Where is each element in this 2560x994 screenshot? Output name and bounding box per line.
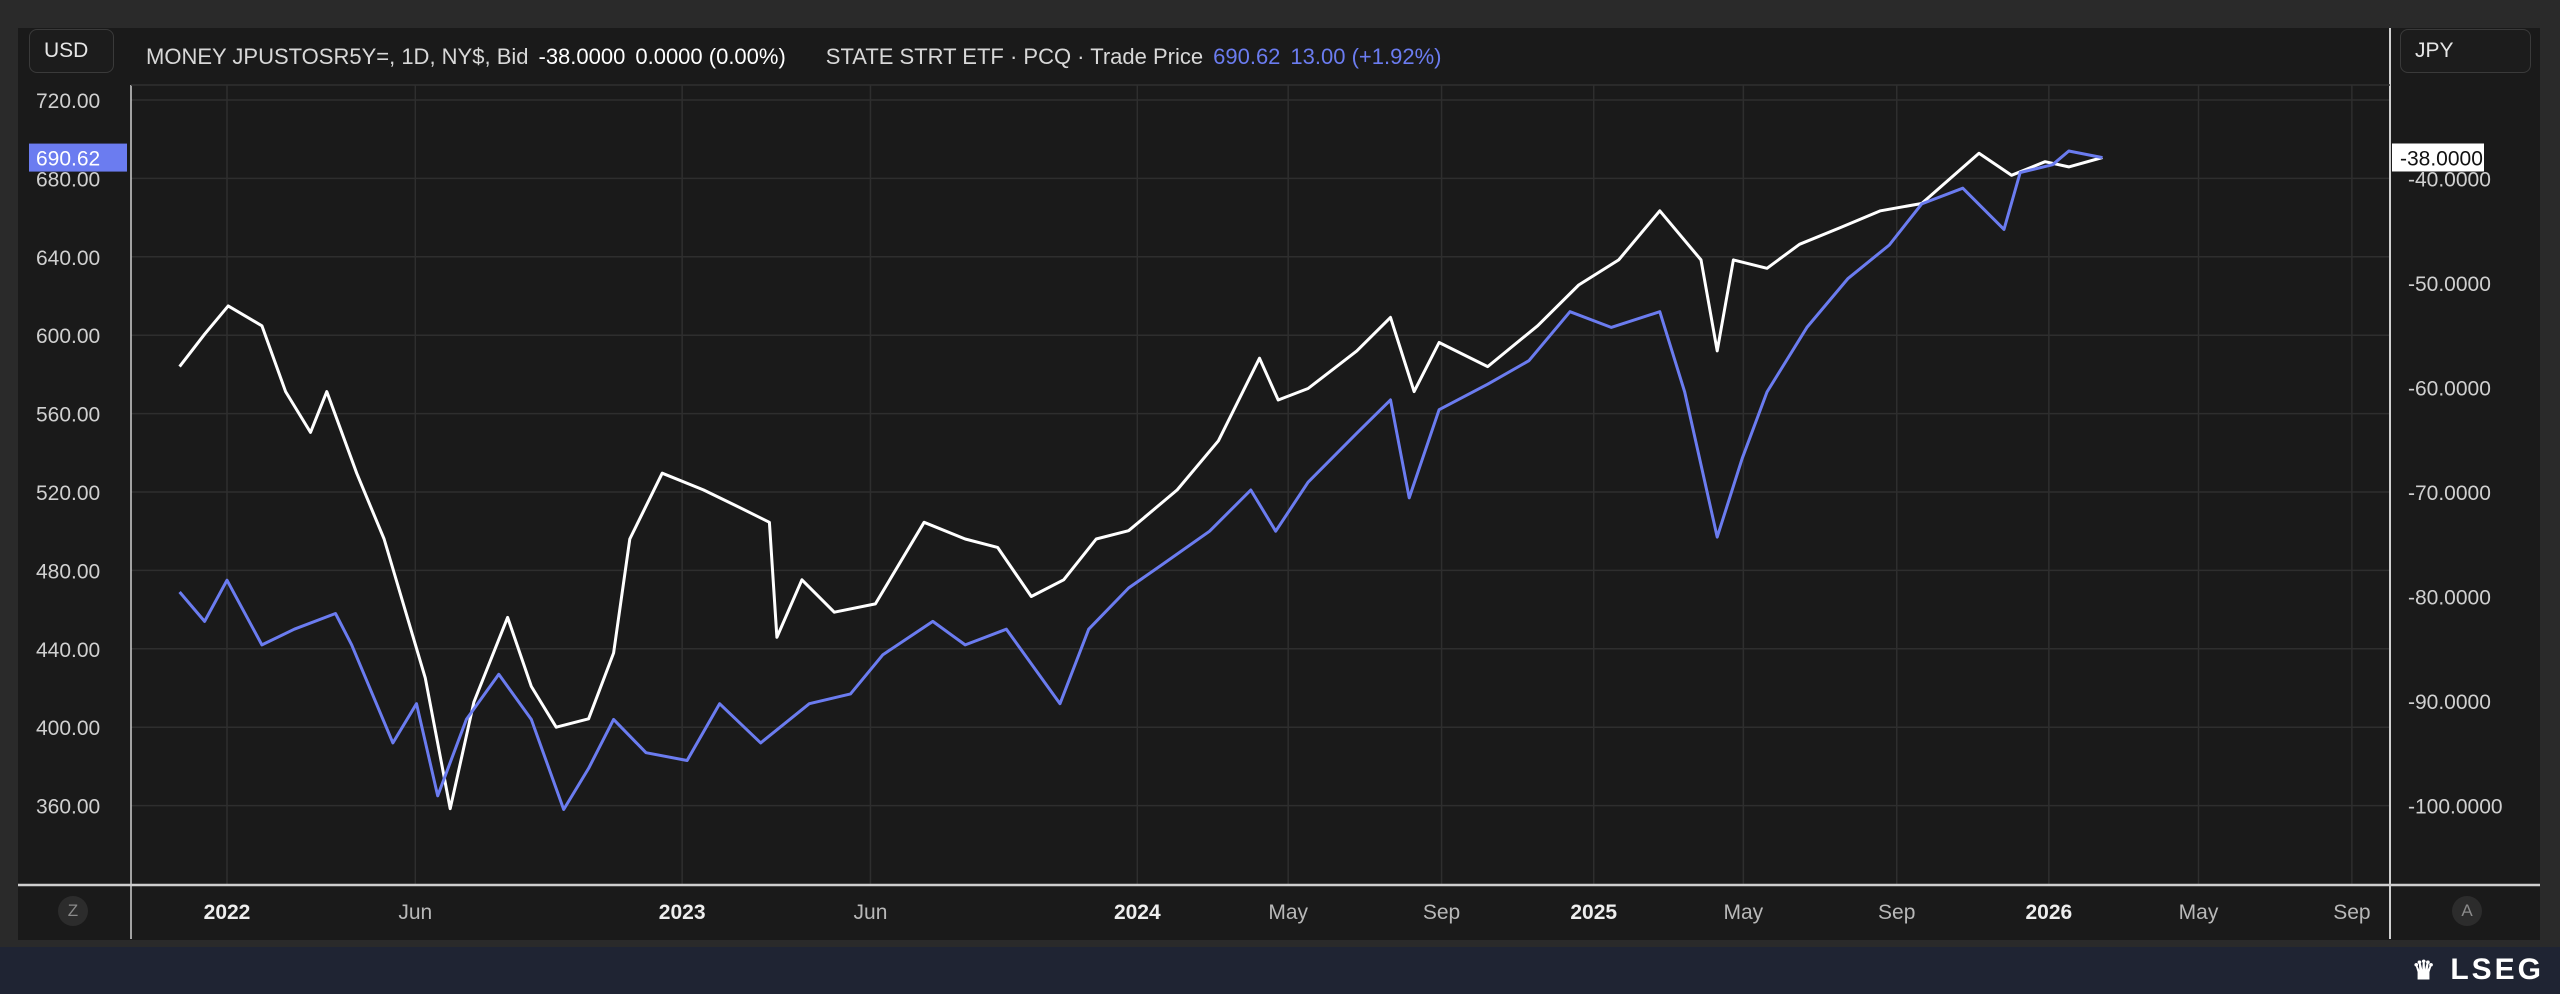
left-axis-tick: 360.00 xyxy=(36,796,100,819)
right-axis-tick: -50.0000 xyxy=(2408,273,2491,296)
series2-change: 13.00 (+1.92%) xyxy=(1290,43,1442,69)
x-axis-tick: 2022 xyxy=(204,901,251,924)
chart-legend: MONEY JPUSTOSR5Y=, 1D, NY$, Bid -38.0000… xyxy=(131,28,2410,85)
left-currency-button[interactable]: USD xyxy=(29,29,114,73)
left-axis-tick: 720.00 xyxy=(36,90,100,113)
series2-last: 690.62 xyxy=(1213,43,1281,69)
right-axis-tick: -90.0000 xyxy=(2408,691,2491,714)
x-axis-tick: Jun xyxy=(398,901,432,924)
right-axis-tick: -80.0000 xyxy=(2408,587,2491,610)
x-axis-tick: Sep xyxy=(1878,901,1915,924)
x-axis-tick: 2026 xyxy=(2026,901,2073,924)
right-price-tag xyxy=(2392,143,2484,172)
left-axis-tick: 480.00 xyxy=(36,560,100,583)
left-axis-tick: 400.00 xyxy=(36,717,100,740)
chart-frame xyxy=(18,28,2540,940)
series2-label: STATE STRT ETF · PCQ · Trade Price xyxy=(825,43,1204,69)
lseg-logo: ♛ LSEG xyxy=(2412,953,2544,987)
x-axis-tick: May xyxy=(1724,901,1764,924)
x-axis-tick: May xyxy=(2179,901,2219,924)
zoom-button[interactable]: Z xyxy=(58,896,88,926)
right-currency-button[interactable]: JPY xyxy=(2400,29,2531,73)
x-axis-tick: 2023 xyxy=(659,901,706,924)
left-axis-tick: 640.00 xyxy=(36,247,100,270)
left-price-tag xyxy=(29,143,127,172)
right-axis-tick: -60.0000 xyxy=(2408,377,2491,400)
x-axis-tick: 2024 xyxy=(1114,901,1161,924)
left-axis-tick: 440.00 xyxy=(36,639,100,662)
series1-change: 0.0000 (0.00%) xyxy=(635,43,786,69)
left-axis-tick: 680.00 xyxy=(36,168,100,191)
left-price-tag-label: 690.62 xyxy=(36,148,100,171)
auto-scale-button-label: A xyxy=(2461,901,2473,920)
left-currency-label: USD xyxy=(44,39,89,62)
series-line-jpustosr5y xyxy=(178,151,2103,811)
auto-scale-button[interactable]: A xyxy=(2452,896,2482,926)
x-axis-tick: Sep xyxy=(1423,901,1460,924)
x-axis-tick: 2025 xyxy=(1570,901,1617,924)
brand-label: LSEG xyxy=(2450,953,2544,986)
right-axis-tick: -70.0000 xyxy=(2408,482,2491,505)
series1-last: -38.0000 xyxy=(538,43,626,69)
x-axis-tick: May xyxy=(1268,901,1308,924)
lion-crest-icon: ♛ xyxy=(2412,954,2439,985)
series-line-etf xyxy=(178,149,2103,811)
series1-label: MONEY JPUSTOSR5Y=, 1D, NY$, Bid xyxy=(146,43,529,69)
left-axis-tick: 600.00 xyxy=(36,325,100,348)
zoom-button-label: Z xyxy=(67,901,79,920)
right-price-tag-label: -38.0000 xyxy=(2400,147,2483,170)
footer-bar xyxy=(0,947,2560,994)
right-axis-tick: -100.0000 xyxy=(2408,796,2503,819)
left-axis-tick: 520.00 xyxy=(36,482,100,505)
right-axis-tick: -40.0000 xyxy=(2408,168,2491,191)
left-axis-tick: 560.00 xyxy=(36,404,100,427)
x-axis-tick: Sep xyxy=(2333,901,2370,924)
right-currency-label: JPY xyxy=(2415,39,2454,62)
x-axis-tick: Jun xyxy=(854,901,888,924)
